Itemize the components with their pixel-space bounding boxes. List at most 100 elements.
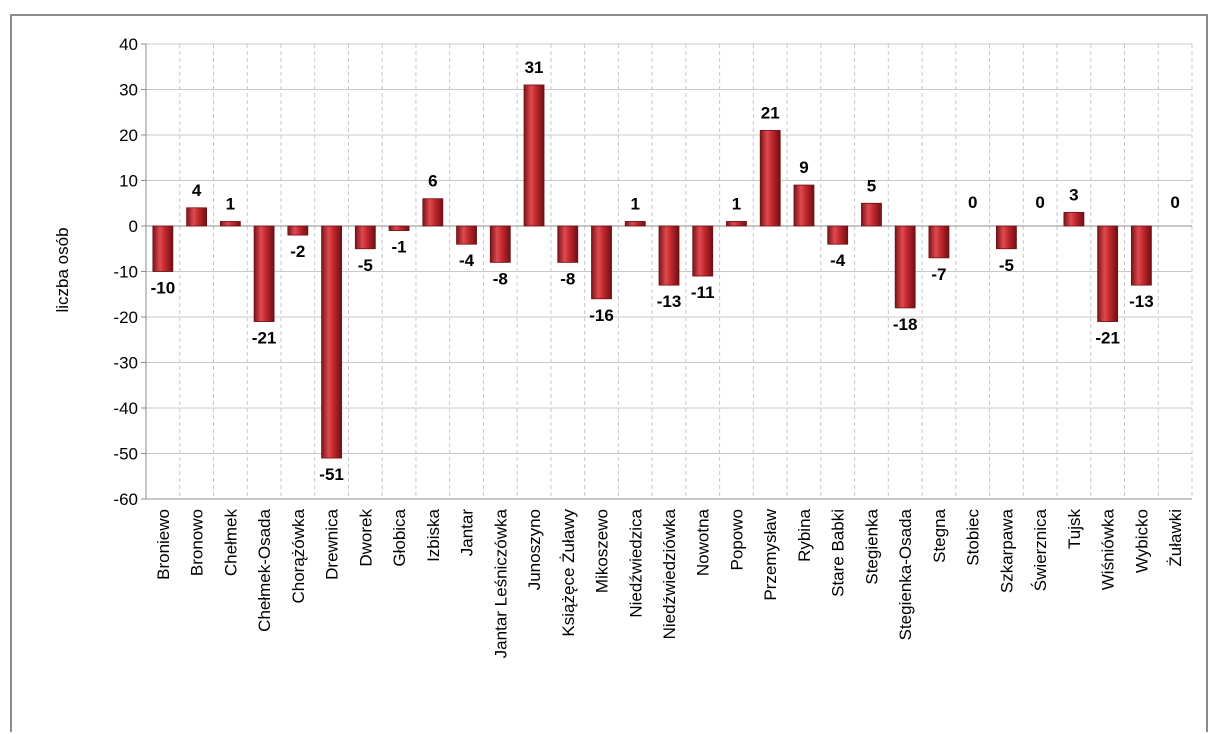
y-tick-label: 10 (119, 172, 138, 191)
category-label: Nowotna (694, 508, 713, 576)
data-label: -10 (151, 279, 176, 298)
category-label: Mikoszewo (593, 509, 612, 593)
category-label: Stobiec (964, 509, 983, 566)
bar (219, 221, 241, 227)
bar (456, 225, 477, 245)
data-label: 3 (1069, 185, 1078, 204)
category-label: Żuławki (1166, 509, 1185, 567)
bar (591, 225, 612, 300)
category-label: Junoszyno (525, 509, 544, 590)
category-label: Świerznica (1031, 508, 1050, 591)
bar (422, 198, 444, 227)
data-label: -18 (893, 315, 918, 334)
category-label: Chełmek (221, 509, 240, 577)
data-label: -13 (657, 292, 682, 311)
category-label: Bronowo (188, 509, 207, 576)
category-label: Drewnica (323, 508, 342, 579)
category-label: Wybicko (1132, 509, 1151, 573)
category-label: Książęce Żuławy (559, 509, 578, 637)
data-label: 0 (1170, 193, 1179, 212)
bar (253, 225, 275, 322)
bar (287, 225, 309, 236)
bar (1097, 225, 1119, 322)
data-label: -8 (560, 269, 575, 288)
data-label: -11 (691, 283, 715, 302)
data-label: 4 (192, 181, 202, 200)
data-label: -5 (999, 256, 1014, 275)
data-label: -21 (252, 329, 277, 348)
data-label: -5 (358, 256, 373, 275)
data-label: -21 (1095, 329, 1120, 348)
y-tick-label: -10 (113, 263, 138, 282)
chart-frame (10, 14, 1208, 732)
y-tick-label: 20 (119, 126, 138, 145)
bar (1130, 225, 1152, 286)
category-label: Stegienka-Osada (896, 508, 915, 640)
y-tick-label: 40 (119, 35, 138, 54)
bar (624, 221, 646, 227)
data-label: -4 (830, 251, 846, 270)
bar (152, 225, 174, 272)
category-label: Wiśniówka (1099, 508, 1118, 590)
data-label: 21 (761, 103, 780, 122)
bar (759, 130, 781, 227)
bar (692, 225, 714, 277)
category-label: Stare Babki (829, 509, 848, 597)
data-label: -13 (1129, 292, 1154, 311)
y-tick-label: -20 (113, 308, 138, 327)
y-tick-label: -30 (113, 354, 138, 373)
category-label: Stegna (930, 508, 949, 562)
category-label: Tujsk (1065, 509, 1084, 549)
data-label: -1 (392, 238, 407, 257)
data-label: 1 (732, 194, 741, 213)
bar (489, 225, 511, 263)
y-axis-label: liczba osób (53, 227, 72, 312)
bar (186, 207, 208, 227)
y-tick-label: 0 (129, 217, 138, 236)
data-label: -4 (459, 251, 475, 270)
bar (523, 84, 545, 227)
category-label: Głobica (390, 508, 409, 566)
bar (726, 221, 747, 227)
bar (996, 225, 1017, 250)
bar (861, 202, 882, 227)
data-label: 0 (1035, 193, 1044, 212)
bar (658, 225, 680, 286)
data-label: 31 (525, 58, 544, 77)
y-tick-label: 30 (119, 81, 138, 100)
data-label: -16 (589, 306, 614, 325)
category-label: Szkarpawa (997, 508, 1016, 593)
bar (827, 225, 849, 245)
data-label: 9 (799, 158, 808, 177)
category-label: Broniewo (154, 509, 173, 580)
bars (152, 84, 1152, 459)
category-label: Dworek (356, 509, 375, 567)
data-label: 5 (867, 176, 876, 195)
category-label: Chełmek-Osada (255, 508, 274, 631)
data-label: -2 (290, 242, 305, 261)
data-label: -7 (931, 265, 946, 284)
data-label: 6 (428, 172, 437, 191)
y-tick-label: -60 (113, 490, 138, 509)
category-label: Niedźwiedzica (626, 508, 645, 617)
category-label: Jantar (458, 509, 477, 557)
bar (894, 225, 916, 309)
category-label: Izbiska (424, 508, 443, 561)
category-label: Popowo (727, 509, 746, 570)
bar (321, 225, 342, 459)
data-label: 1 (226, 194, 235, 213)
gridlines (146, 43, 1193, 500)
category-label: Przemysław (761, 508, 780, 600)
category-label: Chorążówka (289, 508, 308, 603)
y-tick-label: -40 (113, 399, 138, 418)
labels: 403020100-10-20-30-40-50-60-10Broniewo4B… (113, 35, 1185, 658)
data-label: -8 (493, 269, 508, 288)
category-label: Jantar Leśniczówka (491, 508, 510, 658)
data-label: -51 (319, 465, 344, 484)
category-label: Stegienka (862, 508, 881, 584)
bar (793, 184, 815, 227)
bar (354, 225, 376, 250)
bar (928, 225, 950, 259)
category-label: Rybina (795, 508, 814, 561)
